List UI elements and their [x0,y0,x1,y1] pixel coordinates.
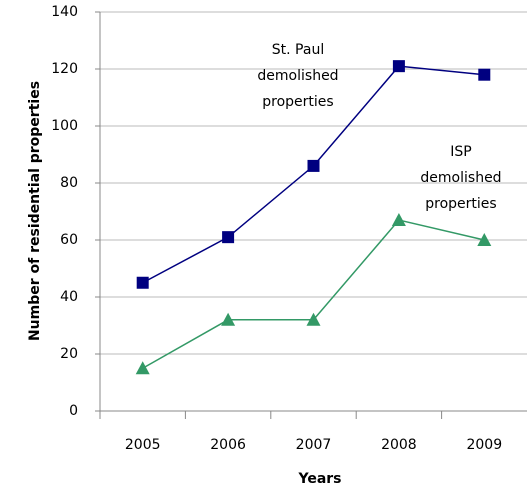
y-tick-label: 20 [60,346,78,362]
marker [391,213,406,227]
series-annotation: properties [262,94,333,110]
x-tick-label: 2006 [210,437,246,453]
series-annotation: properties [425,196,496,212]
y-tick-label: 40 [60,289,78,305]
marker [136,276,149,289]
x-tick-label: 2008 [381,437,417,453]
marker [222,231,235,244]
x-axis-title: Years [297,471,341,487]
y-axis-title: Number of residential properties [27,81,43,341]
y-tick-label: 140 [51,4,78,20]
series-annotation: St. Paul [272,42,324,58]
y-tick-label: 60 [60,232,78,248]
marker [477,233,492,246]
x-tick-label: 2005 [125,437,161,453]
y-tick-label: 80 [60,175,78,191]
marker [221,312,236,326]
marker [135,361,150,375]
x-tick-label: 2009 [466,437,502,453]
x-tick-label: 2007 [296,437,332,453]
marker [307,159,320,172]
marker [392,60,405,73]
y-tick-label: 120 [51,61,78,77]
series-annotation: demolished [420,170,501,186]
series-annotation: ISP [450,144,471,160]
series-annotation: demolished [257,68,338,84]
y-tick-label: 100 [51,118,78,134]
marker [478,68,491,81]
y-tick-label: 0 [69,403,78,419]
series-line [142,219,485,369]
marker [306,312,321,326]
